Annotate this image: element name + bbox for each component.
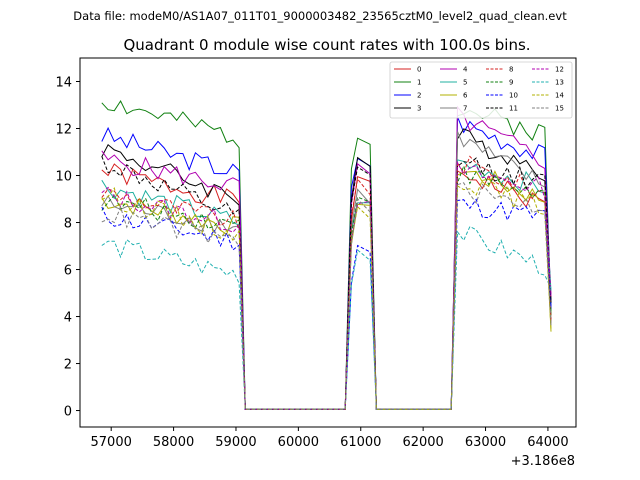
- legend-label-2: 2: [417, 92, 421, 100]
- chart-title: Quadrant 0 module wise count rates with …: [123, 36, 530, 54]
- y-tick-label: 8: [64, 217, 72, 232]
- series-line-8: [101, 155, 552, 410]
- legend-label-0: 0: [417, 66, 421, 74]
- plot-lines: [101, 99, 552, 410]
- series-line-4: [101, 105, 552, 410]
- legend-label-6: 6: [463, 92, 468, 100]
- legend-label-4: 4: [463, 66, 468, 74]
- legend-label-12: 12: [555, 66, 564, 74]
- y-tick-label: 2: [64, 358, 72, 373]
- y-tick-label: 4: [64, 311, 72, 326]
- x-tick-label: 60000: [278, 435, 319, 450]
- legend-label-11: 11: [509, 105, 518, 113]
- legend-label-7: 7: [463, 105, 467, 113]
- series-line-7: [101, 131, 552, 410]
- series-line-0: [101, 163, 552, 410]
- y-tick-label: 12: [55, 123, 72, 138]
- series-line-15: [101, 182, 552, 410]
- y-tick-label: 6: [64, 264, 72, 279]
- legend-label-13: 13: [555, 79, 564, 87]
- x-offset-label: +3.186e8: [511, 454, 575, 469]
- x-tick-label: 57000: [91, 435, 132, 450]
- legend-label-10: 10: [509, 92, 518, 100]
- y-tick-label: 14: [55, 76, 72, 91]
- y-axis: 0 2 4 6 8 10 12 14: [55, 76, 80, 420]
- series-line-13: [101, 225, 552, 410]
- legend-label-14: 14: [555, 92, 564, 100]
- legend-label-3: 3: [417, 105, 421, 113]
- series-line-6: [101, 170, 552, 410]
- series-line-9: [101, 164, 552, 410]
- legend-label-8: 8: [509, 66, 513, 74]
- legend-box: [389, 61, 573, 119]
- series-line-11: [101, 156, 552, 410]
- x-axis: 57000 58000 59000 60000 61000 62000 63000 64000: [91, 427, 569, 450]
- x-tick-label: 61000: [340, 435, 381, 450]
- suptitle: Data file: modeM0/AS1A07_011T01_90000034…: [73, 9, 567, 23]
- series-line-14: [101, 178, 552, 410]
- series-line-2: [101, 116, 552, 410]
- plot-frame: [79, 57, 577, 428]
- y-tick-label: 0: [64, 405, 72, 420]
- legend-label-15: 15: [555, 105, 564, 113]
- x-tick-label: 62000: [402, 435, 443, 450]
- series-line-12: [101, 160, 552, 410]
- legend-label-5: 5: [463, 79, 467, 87]
- series-line-1: [101, 99, 552, 410]
- x-tick-label: 58000: [153, 435, 194, 450]
- x-tick-label: 64000: [527, 435, 568, 450]
- x-tick-label: 59000: [215, 435, 256, 450]
- legend-label-1: 1: [417, 79, 421, 87]
- x-tick-label: 63000: [465, 435, 506, 450]
- legend-label-9: 9: [509, 79, 513, 87]
- y-tick-label: 10: [55, 170, 72, 185]
- series-line-10: [101, 198, 552, 410]
- series-line-5: [101, 159, 552, 410]
